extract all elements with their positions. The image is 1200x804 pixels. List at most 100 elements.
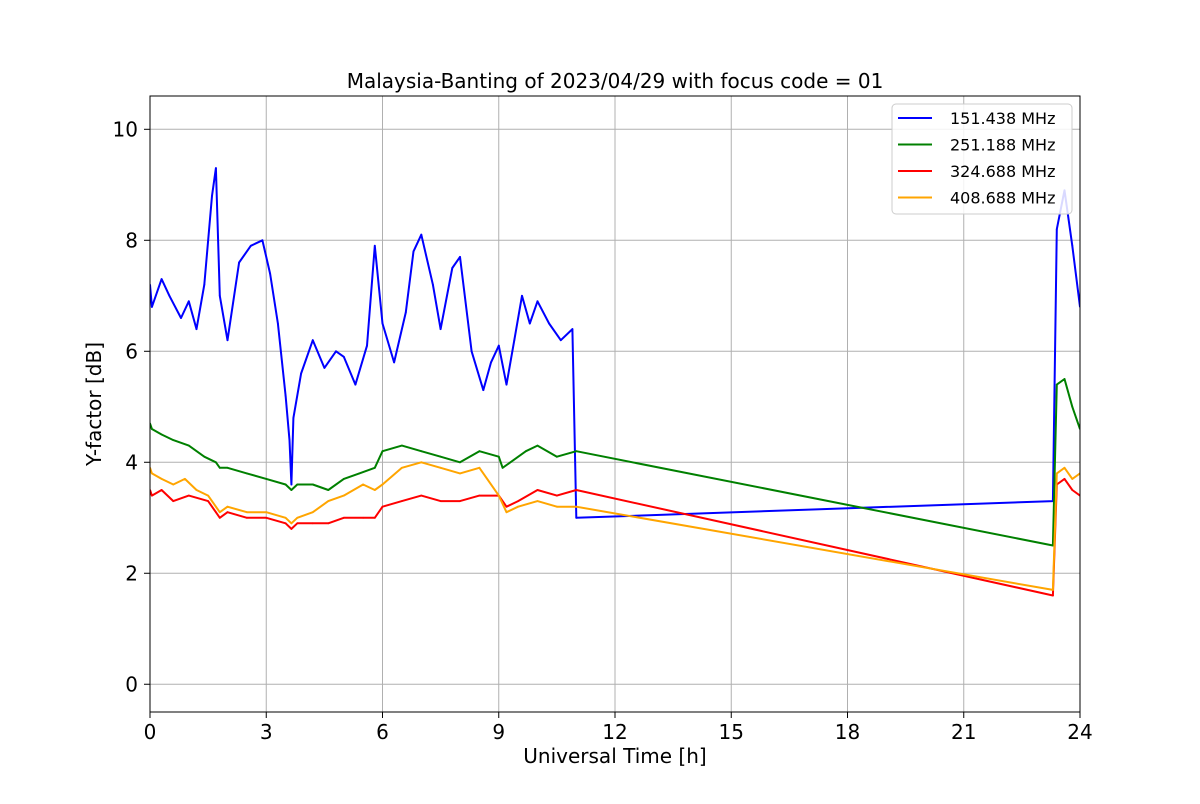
legend-label-2: 251.188 MHz [950,136,1055,155]
series-2-point [311,483,314,486]
series-line-3 [150,477,1080,597]
series-4-point [184,478,186,480]
y-tick-label: 2 [125,561,138,585]
series-1-point [1055,228,1058,231]
series-3-point [362,516,364,519]
series-2-point [151,428,153,430]
series-3-point [556,494,558,497]
series-4-point [505,511,508,514]
series-3-point [536,489,539,491]
series-3-point [517,500,519,502]
series-1-point [366,344,368,347]
series-1-point [335,350,337,353]
series-4-point [218,511,221,514]
series-1-point [451,267,454,269]
series-3-point [284,522,287,525]
series-4-point [420,461,423,464]
legend-label-4: 408.688 MHz [950,189,1055,208]
series-2-point [1063,378,1066,380]
series-2-point [509,461,512,464]
series-4-point [556,505,558,508]
series-3-point [265,516,268,519]
series-1-point [203,283,206,286]
series-2-point [203,455,206,458]
series-2-point [296,483,299,486]
series-2-point [342,478,345,480]
series-3-point [575,489,578,491]
series-2-point [358,472,361,475]
series-1-point [505,383,508,386]
series-2-point [556,455,558,458]
x-tick-label: 6 [376,720,389,744]
series-2-point [575,450,578,453]
series-4-point [575,505,578,508]
series-4-point [296,516,299,519]
series-3-point [1052,594,1054,597]
series-3-point [226,511,229,514]
series-4-point [362,483,364,486]
series-2-point [420,450,423,453]
series-1-point [393,361,395,364]
series-2-point [373,466,376,469]
legend-items: 151.438 MHz 251.188 MHz 324.688 MHz 408.688… [898,109,1055,208]
y-tick-label: 0 [125,672,138,696]
series-3-point [172,500,175,502]
x-tick-label: 9 [492,720,505,744]
series-3-point [1063,478,1066,480]
series-1-point [575,516,578,519]
series-2-point [226,466,229,469]
series-3-point [296,522,299,525]
series-1-point [342,355,345,358]
series-3-point [401,500,403,502]
series-4-point [1063,466,1066,469]
series-4-point [1052,589,1054,591]
series-2-point [401,444,403,447]
series-1-point [211,195,213,197]
series-2-point [218,466,221,469]
series-1-point [311,339,314,342]
series-1-point [490,361,492,364]
series-4-point [284,516,287,519]
series-1-point [269,272,271,275]
series-3-point [381,505,384,508]
series-1-point [404,311,407,314]
series-4-point [207,494,210,497]
series-4-point [459,472,461,475]
series-2-point [187,444,190,447]
series-2-point [439,455,442,458]
series-1-point [432,283,434,286]
series-4-point [1071,478,1074,480]
series-2-point [381,450,384,453]
series-2-point [501,466,504,469]
y-axis-ticks: 0 2 4 6 8 10 [113,117,150,696]
series-2-point [478,450,481,453]
series-1-point [497,344,500,347]
series-4-point [311,511,314,514]
series-1-point [218,294,221,297]
series-4-point [215,505,217,508]
series-3-point [151,494,153,497]
series-1-point [1071,244,1074,247]
x-tick-label: 15 [719,720,744,744]
x-axis-ticks: 0 3 6 9 12 15 18 21 24 [144,712,1093,744]
series-1-point [292,417,295,419]
series-4-point [517,505,519,508]
series-4-point [327,500,330,502]
series-2-point [284,483,287,486]
series-4-point [160,478,163,480]
series-2-point [1055,383,1058,386]
series-1-point [571,328,574,330]
x-tick-label: 24 [1067,720,1092,744]
series-3-point [1071,489,1074,491]
series-2-point [290,489,293,491]
series-2-point [497,455,500,458]
series-1-point [482,389,485,391]
series-1-point [373,244,376,247]
series-3-point [160,489,163,491]
series-1-point [459,256,461,258]
series-1-point [288,439,291,441]
series-2-point [327,489,330,491]
series-4-point [342,494,345,497]
